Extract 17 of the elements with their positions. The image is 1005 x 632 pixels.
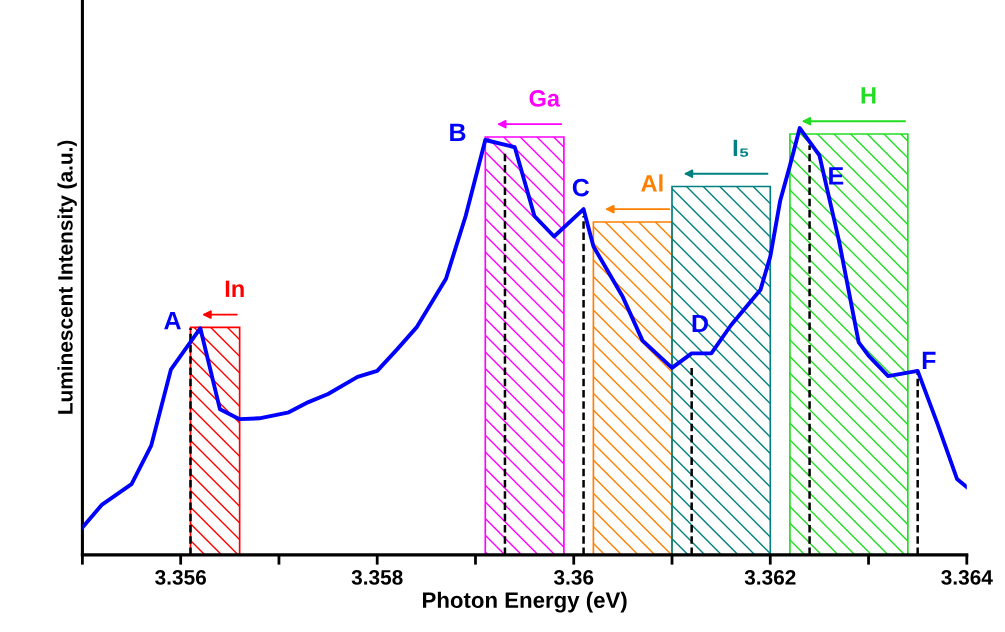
x-tick-label: 3.362 [744,570,796,585]
annotation: C [572,178,590,197]
series-label: I₅ [733,139,749,157]
x-tick-label: 3.36 [553,570,594,585]
annotation: B [450,123,466,141]
series-label: Al [641,174,663,192]
x-tick-label: 3.358 [351,570,403,585]
x-axis-title: Photon Energy (eV) [423,591,627,613]
series-label: In [225,280,244,297]
annotation: E [829,167,844,185]
series-label: Ga [529,90,561,107]
y-axis-title: Luminescent Intensity (a.u.) [57,140,77,414]
annotation: F [922,351,936,370]
annotation: A [164,311,181,330]
x-tick-label: 3.356 [155,570,206,585]
x-tick-label: 3.364 [941,570,993,585]
series-label: H [861,87,876,104]
